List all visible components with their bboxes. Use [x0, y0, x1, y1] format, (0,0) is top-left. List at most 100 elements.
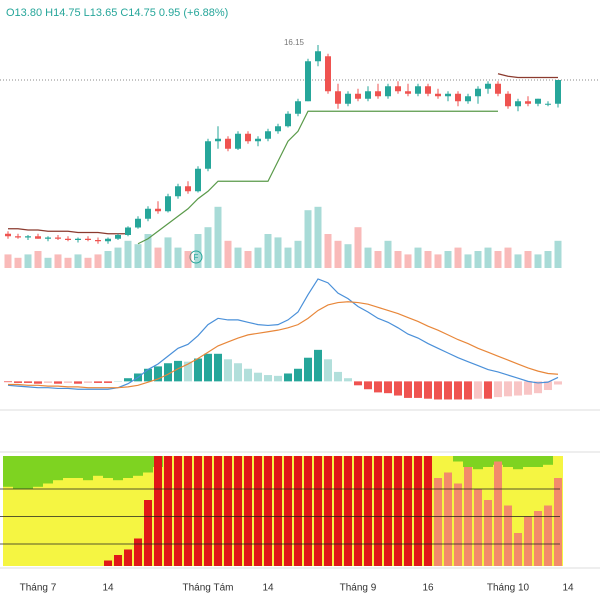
- volume-bar: [254, 247, 262, 268]
- red-bar: [404, 456, 412, 566]
- red-bar: [204, 456, 212, 566]
- red-bar: [514, 533, 522, 566]
- yellow-bar: [103, 456, 113, 566]
- candle-body: [385, 86, 391, 97]
- volume-bar: [94, 254, 102, 268]
- volume-bar: [124, 240, 132, 268]
- histogram-bar: [334, 371, 342, 382]
- volume-bar: [304, 210, 312, 268]
- green-bar: [503, 456, 513, 467]
- histogram-bar: [324, 359, 332, 382]
- histogram-bar: [164, 363, 172, 382]
- histogram-bar: [284, 373, 292, 382]
- histogram-bar: [374, 381, 382, 393]
- candle-body: [75, 238, 81, 240]
- histogram-bar: [394, 381, 402, 396]
- histogram-bar: [424, 381, 432, 399]
- volume-bar: [14, 257, 22, 268]
- candle-body: [345, 93, 351, 104]
- red-bar: [554, 478, 562, 566]
- green-bar: [83, 456, 93, 481]
- volume-bar: [544, 251, 552, 268]
- histogram-bar: [204, 353, 212, 382]
- candle-body: [305, 61, 311, 102]
- yellow-bar: [113, 456, 123, 566]
- green-bar: [143, 456, 153, 473]
- histogram-bar: [524, 381, 532, 395]
- volume-bar: [404, 254, 412, 268]
- red-bar: [274, 456, 282, 566]
- histogram-bar: [74, 381, 82, 384]
- histogram-bar: [154, 366, 162, 382]
- x-tick-label: 16: [422, 583, 434, 594]
- green-bar: [33, 456, 43, 487]
- histogram-bar: [244, 368, 252, 382]
- yellow-bar: [33, 456, 43, 566]
- red-bar: [164, 456, 172, 566]
- high-annotation: 16.15: [284, 38, 305, 47]
- histogram-bar: [454, 381, 462, 400]
- candle-body: [455, 93, 461, 102]
- histogram-bar: [254, 372, 262, 382]
- red-bar: [254, 456, 262, 566]
- histogram-bar: [484, 381, 492, 399]
- candle-body: [405, 91, 411, 94]
- red-bar: [364, 456, 372, 566]
- histogram-bar: [434, 381, 442, 400]
- volume-bar: [344, 244, 352, 268]
- volume-bar: [244, 251, 252, 268]
- candle-body: [45, 237, 51, 239]
- candle-body: [295, 101, 301, 114]
- green-bar: [103, 456, 113, 478]
- volume-bar: [144, 234, 152, 268]
- histogram-bar: [34, 381, 42, 384]
- histogram-bar: [494, 381, 502, 398]
- red-bar: [504, 505, 512, 566]
- yellow-bar: [53, 456, 63, 566]
- volume-bar: [354, 227, 362, 268]
- volume-bar: [134, 244, 142, 268]
- yellow-bar: [3, 456, 13, 566]
- candle-body: [15, 236, 21, 238]
- green-bar: [463, 456, 473, 467]
- volume-bar: [394, 251, 402, 268]
- candle-body: [375, 91, 381, 97]
- indicator-line: [8, 73, 558, 235]
- yellow-bar: [13, 456, 23, 566]
- volume-bar: [214, 206, 222, 268]
- volume-bar: [324, 234, 332, 268]
- green-bar: [123, 456, 133, 478]
- red-bar: [304, 456, 312, 566]
- green-bar: [533, 456, 543, 467]
- green-bar: [53, 456, 63, 481]
- volume-bar: [514, 254, 522, 268]
- green-bar: [3, 456, 13, 487]
- histogram-bar: [464, 381, 472, 400]
- red-bar: [434, 478, 442, 566]
- red-bar: [174, 456, 182, 566]
- volume-bar: [524, 251, 532, 268]
- red-bar: [474, 489, 482, 566]
- volume-bar: [34, 251, 42, 268]
- volume-bar: [224, 240, 232, 268]
- red-bar: [184, 456, 192, 566]
- indicator-line: [137, 110, 498, 245]
- candle-body: [325, 56, 331, 92]
- candle-body: [485, 83, 491, 89]
- red-bar: [524, 516, 532, 566]
- green-bar: [113, 456, 123, 481]
- red-bar: [234, 456, 242, 566]
- histogram-bar: [514, 381, 522, 396]
- candle-body: [185, 186, 191, 192]
- green-bar: [483, 456, 493, 467]
- x-tick-label: 14: [562, 583, 574, 594]
- red-bar: [104, 560, 112, 566]
- green-bar: [493, 456, 503, 465]
- histogram-bar: [144, 368, 152, 382]
- yellow-bar: [123, 456, 133, 566]
- volume-bar: [164, 237, 172, 268]
- histogram-bar: [344, 378, 352, 382]
- histogram-bar: [214, 353, 222, 382]
- candle-body: [25, 236, 31, 238]
- green-bar: [13, 456, 23, 489]
